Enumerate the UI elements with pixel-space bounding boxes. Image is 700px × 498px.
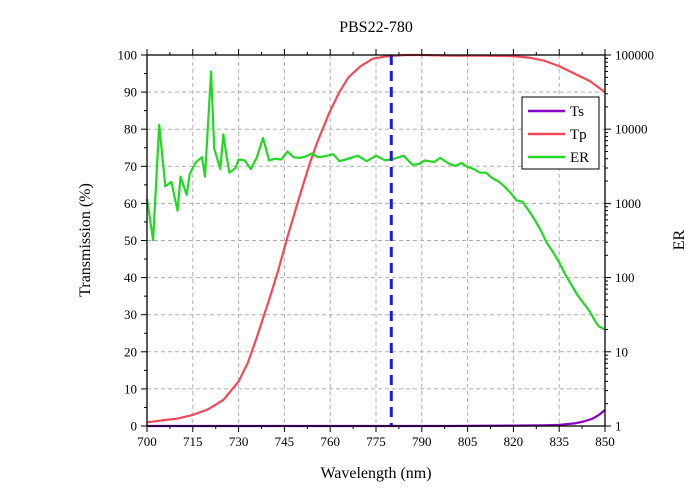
x-tick-label: 835 (549, 434, 569, 449)
y-tick-label: 90 (124, 85, 137, 100)
x-tick-label: 790 (412, 434, 432, 449)
x-tick-label: 745 (275, 434, 295, 449)
y-tick-label: 60 (124, 196, 137, 211)
y2-axis-title: ER (671, 229, 688, 250)
x-tick-label: 775 (366, 434, 386, 449)
y-tick-label: 100 (118, 48, 138, 63)
x-tick-label: 730 (229, 434, 249, 449)
y2-tick-label: 10000 (615, 122, 648, 137)
y2-tick-label: 10 (615, 344, 628, 359)
tick-layer: 700 715 730 745 760 775 790 805 820 835 850 0 10 20 30… (118, 48, 655, 450)
y-tick-label: 40 (124, 270, 137, 285)
x-tick-label: 715 (183, 434, 203, 449)
y-axis-title: Transmission (%) (77, 183, 94, 297)
y-tick-label: 50 (124, 233, 137, 248)
x-tick-label: 850 (595, 434, 615, 449)
y-tick-label: 30 (124, 307, 137, 322)
legend-label-tp: Tp (570, 127, 587, 143)
series-line-tp (146, 53, 606, 424)
x-tick-label: 700 (137, 434, 157, 449)
legend: Ts Tp ER (521, 96, 600, 170)
y2-tick-label: 1000 (615, 196, 641, 211)
y-tick-label: 70 (124, 159, 137, 174)
y-tick-label: 10 (124, 381, 137, 396)
y2-tick-label: 100000 (615, 48, 654, 63)
series-line-er (145, 70, 606, 331)
legend-label-ts: Ts (570, 104, 584, 120)
y-tick-label: 0 (131, 419, 138, 434)
x-axis-title: Wavelength (nm) (320, 465, 431, 482)
y2-tick-label: 1 (615, 419, 622, 434)
chart-title: PBS22-780 (339, 19, 413, 36)
x-tick-label: 820 (504, 434, 524, 449)
y-tick-label: 20 (124, 344, 137, 359)
y-tick-label: 80 (124, 122, 137, 137)
x-tick-label: 760 (320, 434, 340, 449)
legend-label-er: ER (570, 150, 589, 166)
x-tick-label: 805 (458, 434, 478, 449)
y2-tick-label: 100 (615, 270, 635, 285)
